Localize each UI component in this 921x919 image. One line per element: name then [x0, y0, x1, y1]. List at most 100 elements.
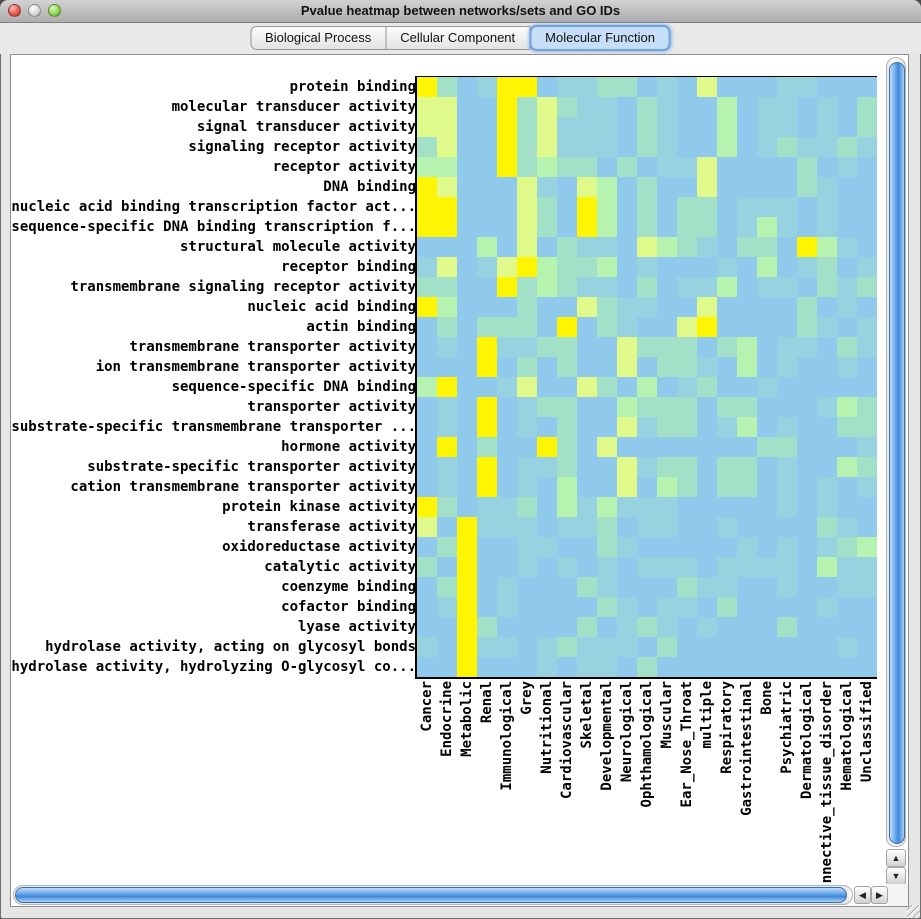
tab-cellular-component[interactable]: Cellular Component [385, 26, 531, 50]
title-bar[interactable]: Pvalue heatmap between networks/sets and… [0, 0, 921, 23]
window-controls [8, 4, 61, 17]
scroll-left-button[interactable]: ◀ [854, 886, 871, 904]
heatmap-cell [637, 417, 657, 437]
heatmap-cell [797, 297, 817, 317]
heatmap-cell [597, 357, 617, 377]
heatmap-cell [597, 217, 617, 237]
heatmap-cell [857, 137, 877, 157]
heatmap-cell [437, 537, 457, 557]
heatmap-cell [637, 497, 657, 517]
heatmap-cell [557, 397, 577, 417]
heatmap-cell [557, 217, 577, 237]
heatmap-cell [737, 177, 757, 197]
heatmap-cell [817, 577, 837, 597]
heatmap-cell [577, 657, 597, 677]
heatmap-cell [677, 597, 697, 617]
heatmap-cell [497, 397, 517, 417]
heatmap-cell [537, 97, 557, 117]
heatmap-cell [777, 257, 797, 277]
horizontal-scrollbar-thumb[interactable] [15, 887, 847, 903]
heatmap-cell [457, 257, 477, 277]
heatmap-cell [537, 237, 557, 257]
heatmap-cell [657, 177, 677, 197]
heatmap-cell [737, 137, 757, 157]
heatmap-cell [597, 157, 617, 177]
column-label: Dermatological [799, 681, 815, 800]
heatmap-cell [557, 137, 577, 157]
heatmap-cell [657, 257, 677, 277]
heatmap-cell [497, 557, 517, 577]
heatmap-cell [557, 117, 577, 137]
heatmap-cell [737, 457, 757, 477]
heatmap-cell [477, 557, 497, 577]
horizontal-scrollbar-track[interactable] [13, 885, 853, 905]
heatmap-cell [657, 317, 677, 337]
heatmap-cell [717, 357, 737, 377]
heatmap-cell [817, 377, 837, 397]
heatmap-cell [857, 437, 877, 457]
heatmap-cell [577, 637, 597, 657]
heatmap-cell [417, 337, 437, 357]
row-label: cofactor binding [281, 599, 416, 615]
heatmap-cell [417, 577, 437, 597]
heatmap-cell [857, 497, 877, 517]
heatmap-cell [417, 437, 437, 457]
scroll-right-button[interactable]: ▶ [871, 886, 888, 904]
heatmap-cell [837, 597, 857, 617]
heatmap-cell [657, 497, 677, 517]
heatmap-cell [837, 137, 857, 157]
heatmap-cell [697, 437, 717, 457]
heatmap-cell [857, 617, 877, 637]
heatmap-cell [657, 377, 677, 397]
heatmap-cell [797, 157, 817, 177]
heatmap-cell [737, 477, 757, 497]
heatmap-cell [737, 617, 757, 637]
scroll-right-icon: ▶ [876, 890, 883, 900]
heatmap-cell [817, 637, 837, 657]
heatmap-cell [777, 357, 797, 377]
heatmap-cell [597, 137, 617, 157]
heatmap-cell [697, 577, 717, 597]
heatmap-cell [757, 97, 777, 117]
heatmap-cell [697, 217, 717, 237]
horizontal-scrollbar[interactable]: ◀ ▶ [11, 884, 888, 906]
heatmap-cell [737, 437, 757, 457]
scroll-up-button[interactable]: ▲ [886, 849, 906, 867]
heatmap-cell [657, 297, 677, 317]
heatmap-cell [677, 317, 697, 337]
heatmap-cell [617, 97, 637, 117]
column-label: Respiratory [719, 681, 735, 774]
heatmap-cell [717, 597, 737, 617]
heatmap-cell [537, 397, 557, 417]
row-label: transferase activity [247, 519, 416, 535]
resize-grip-icon[interactable] [907, 905, 920, 918]
close-button[interactable] [8, 4, 21, 17]
scroll-down-button[interactable]: ▼ [886, 867, 906, 885]
window-title: Pvalue heatmap between networks/sets and… [300, 3, 621, 18]
heatmap-cell [577, 177, 597, 197]
tab-molecular-function[interactable]: Molecular Function [529, 25, 671, 51]
heatmap-cell [637, 257, 657, 277]
vertical-scrollbar-track[interactable] [886, 57, 906, 847]
heatmap-cell [797, 397, 817, 417]
heatmap-cell [857, 577, 877, 597]
heatmap-cell [677, 537, 697, 557]
heatmap-cell [477, 197, 497, 217]
heatmap-cell [597, 277, 617, 297]
heatmap-cell [777, 377, 797, 397]
heatmap-cell [577, 477, 597, 497]
heatmap-cell [497, 297, 517, 317]
vertical-scrollbar[interactable]: ▲ ▼ [886, 55, 908, 906]
minimize-button[interactable] [28, 4, 41, 17]
tab-biological-process[interactable]: Biological Process [250, 26, 387, 50]
heatmap-cell [597, 257, 617, 277]
heatmap-cell [437, 117, 457, 137]
heatmap-cell [497, 377, 517, 397]
heatmap-cell [617, 257, 637, 277]
heatmap-cell [617, 497, 637, 517]
vertical-scrollbar-thumb[interactable] [889, 62, 905, 844]
heatmap-cell [717, 657, 737, 677]
heatmap-cell [577, 157, 597, 177]
zoom-button[interactable] [48, 4, 61, 17]
heatmap-cell [637, 537, 657, 557]
